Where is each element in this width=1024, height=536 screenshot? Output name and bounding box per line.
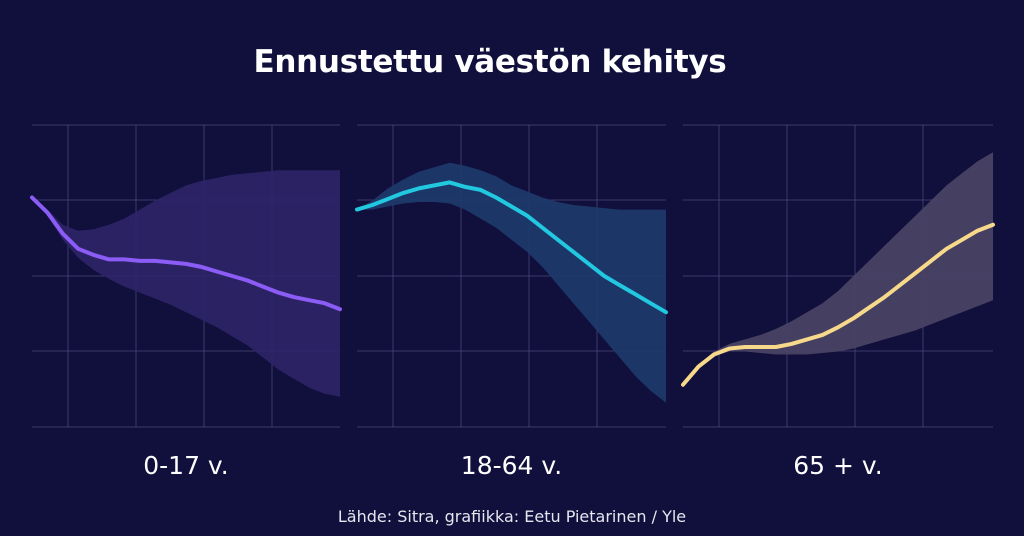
panel-0-17: 0-17 v. — [30, 124, 342, 480]
source-credit: Lähde: Sitra, grafiikka: Eetu Pietarinen… — [337, 507, 687, 526]
panel-label: 18-64 v. — [461, 451, 562, 480]
series-line — [355, 180, 668, 315]
uncertainty-band — [32, 170, 340, 397]
uncertainty-band — [357, 162, 666, 403]
panel-label: 65 + v. — [793, 451, 882, 480]
series-line — [681, 222, 995, 387]
panel-18-64: 18-64 v. — [355, 124, 668, 480]
series-line — [30, 195, 342, 312]
panel-label: 0-17 v. — [143, 451, 229, 480]
uncertainty-band — [683, 152, 993, 385]
panel-65-plus: 65 + v. — [681, 124, 995, 480]
chart-title: Ennustettu väestön kehitys — [253, 44, 727, 80]
